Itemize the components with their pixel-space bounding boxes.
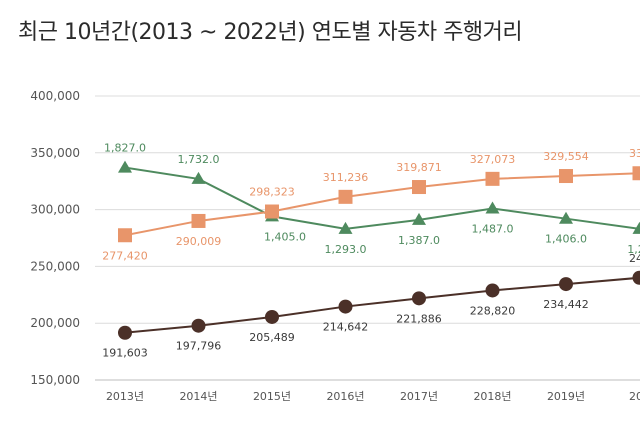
series-line xyxy=(124,166,640,230)
data-label: 329,554 xyxy=(543,150,589,163)
x-tick-label: 202 xyxy=(629,390,640,403)
data-point-square xyxy=(632,166,640,181)
data-point-triangle xyxy=(338,221,353,234)
x-tick-label: 2019년 xyxy=(547,390,585,403)
data-point-circle xyxy=(338,299,353,314)
data-point-triangle xyxy=(412,212,426,225)
data-label: 1,387.0 xyxy=(398,234,440,247)
data-label: 1,827.0 xyxy=(104,142,146,155)
data-label: 327,073 xyxy=(470,153,516,166)
data-point-circle xyxy=(412,291,426,306)
x-tick-label: 2017년 xyxy=(400,390,438,403)
data-point-circle xyxy=(485,283,500,298)
data-point-triangle xyxy=(559,211,573,224)
data-label: 191,603 xyxy=(102,347,148,360)
x-tick-label: 2016년 xyxy=(326,390,364,403)
y-tick-label: 200,000 xyxy=(30,316,80,330)
data-point-triangle xyxy=(118,160,132,173)
y-tick-label: 300,000 xyxy=(30,203,80,217)
data-point-square xyxy=(485,171,500,186)
data-point-circle xyxy=(265,309,279,324)
series-line xyxy=(124,172,640,237)
x-tick-label: 2014년 xyxy=(179,390,217,403)
y-tick-label: 250,000 xyxy=(30,259,80,273)
data-point-circle xyxy=(632,270,640,285)
data-point-square xyxy=(338,189,353,204)
data-label: 221,886 xyxy=(396,312,442,325)
x-tick-label: 2018년 xyxy=(473,390,511,403)
data-label: 1,732.0 xyxy=(178,153,220,166)
data-point-triangle xyxy=(191,171,206,184)
data-point-triangle xyxy=(485,201,500,214)
data-label: 332 xyxy=(629,147,640,160)
data-point-circle xyxy=(118,325,132,340)
data-label: 240 xyxy=(629,252,640,265)
data-point-square xyxy=(191,213,206,228)
data-point-square xyxy=(412,180,426,195)
data-point-square xyxy=(118,228,132,243)
data-point-circle xyxy=(191,318,206,333)
y-tick-label: 350,000 xyxy=(30,146,80,160)
data-label: 1,405.0 xyxy=(264,230,306,243)
data-label: 277,420 xyxy=(102,249,148,262)
data-point-square xyxy=(265,204,279,219)
data-label: 214,642 xyxy=(323,321,369,334)
data-label: 197,796 xyxy=(176,340,222,353)
data-label: 290,009 xyxy=(176,235,222,248)
data-label: 311,236 xyxy=(323,171,369,184)
data-label: 1,28 xyxy=(627,243,640,256)
data-label: 205,489 xyxy=(249,331,295,344)
data-label: 319,871 xyxy=(396,161,442,174)
series-line xyxy=(124,276,640,334)
data-point-circle xyxy=(559,277,573,292)
data-label: 1,406.0 xyxy=(545,233,587,246)
data-label: 298,323 xyxy=(249,186,295,199)
data-label: 1,487.0 xyxy=(472,222,514,235)
x-tick-label: 2015년 xyxy=(253,390,291,403)
data-point-triangle xyxy=(632,221,640,234)
data-point-square xyxy=(559,169,573,184)
y-tick-label: 400,000 xyxy=(30,89,80,103)
chart-title: 최근 10년간(2013 ~ 2022년) 연도별 자동차 주행거리 xyxy=(18,20,523,45)
data-label: 234,442 xyxy=(543,298,589,311)
x-tick-label: 2013년 xyxy=(106,390,144,403)
y-tick-label: 150,000 xyxy=(30,373,80,387)
data-label: 1,293.0 xyxy=(325,243,367,256)
data-label: 228,820 xyxy=(470,304,516,317)
